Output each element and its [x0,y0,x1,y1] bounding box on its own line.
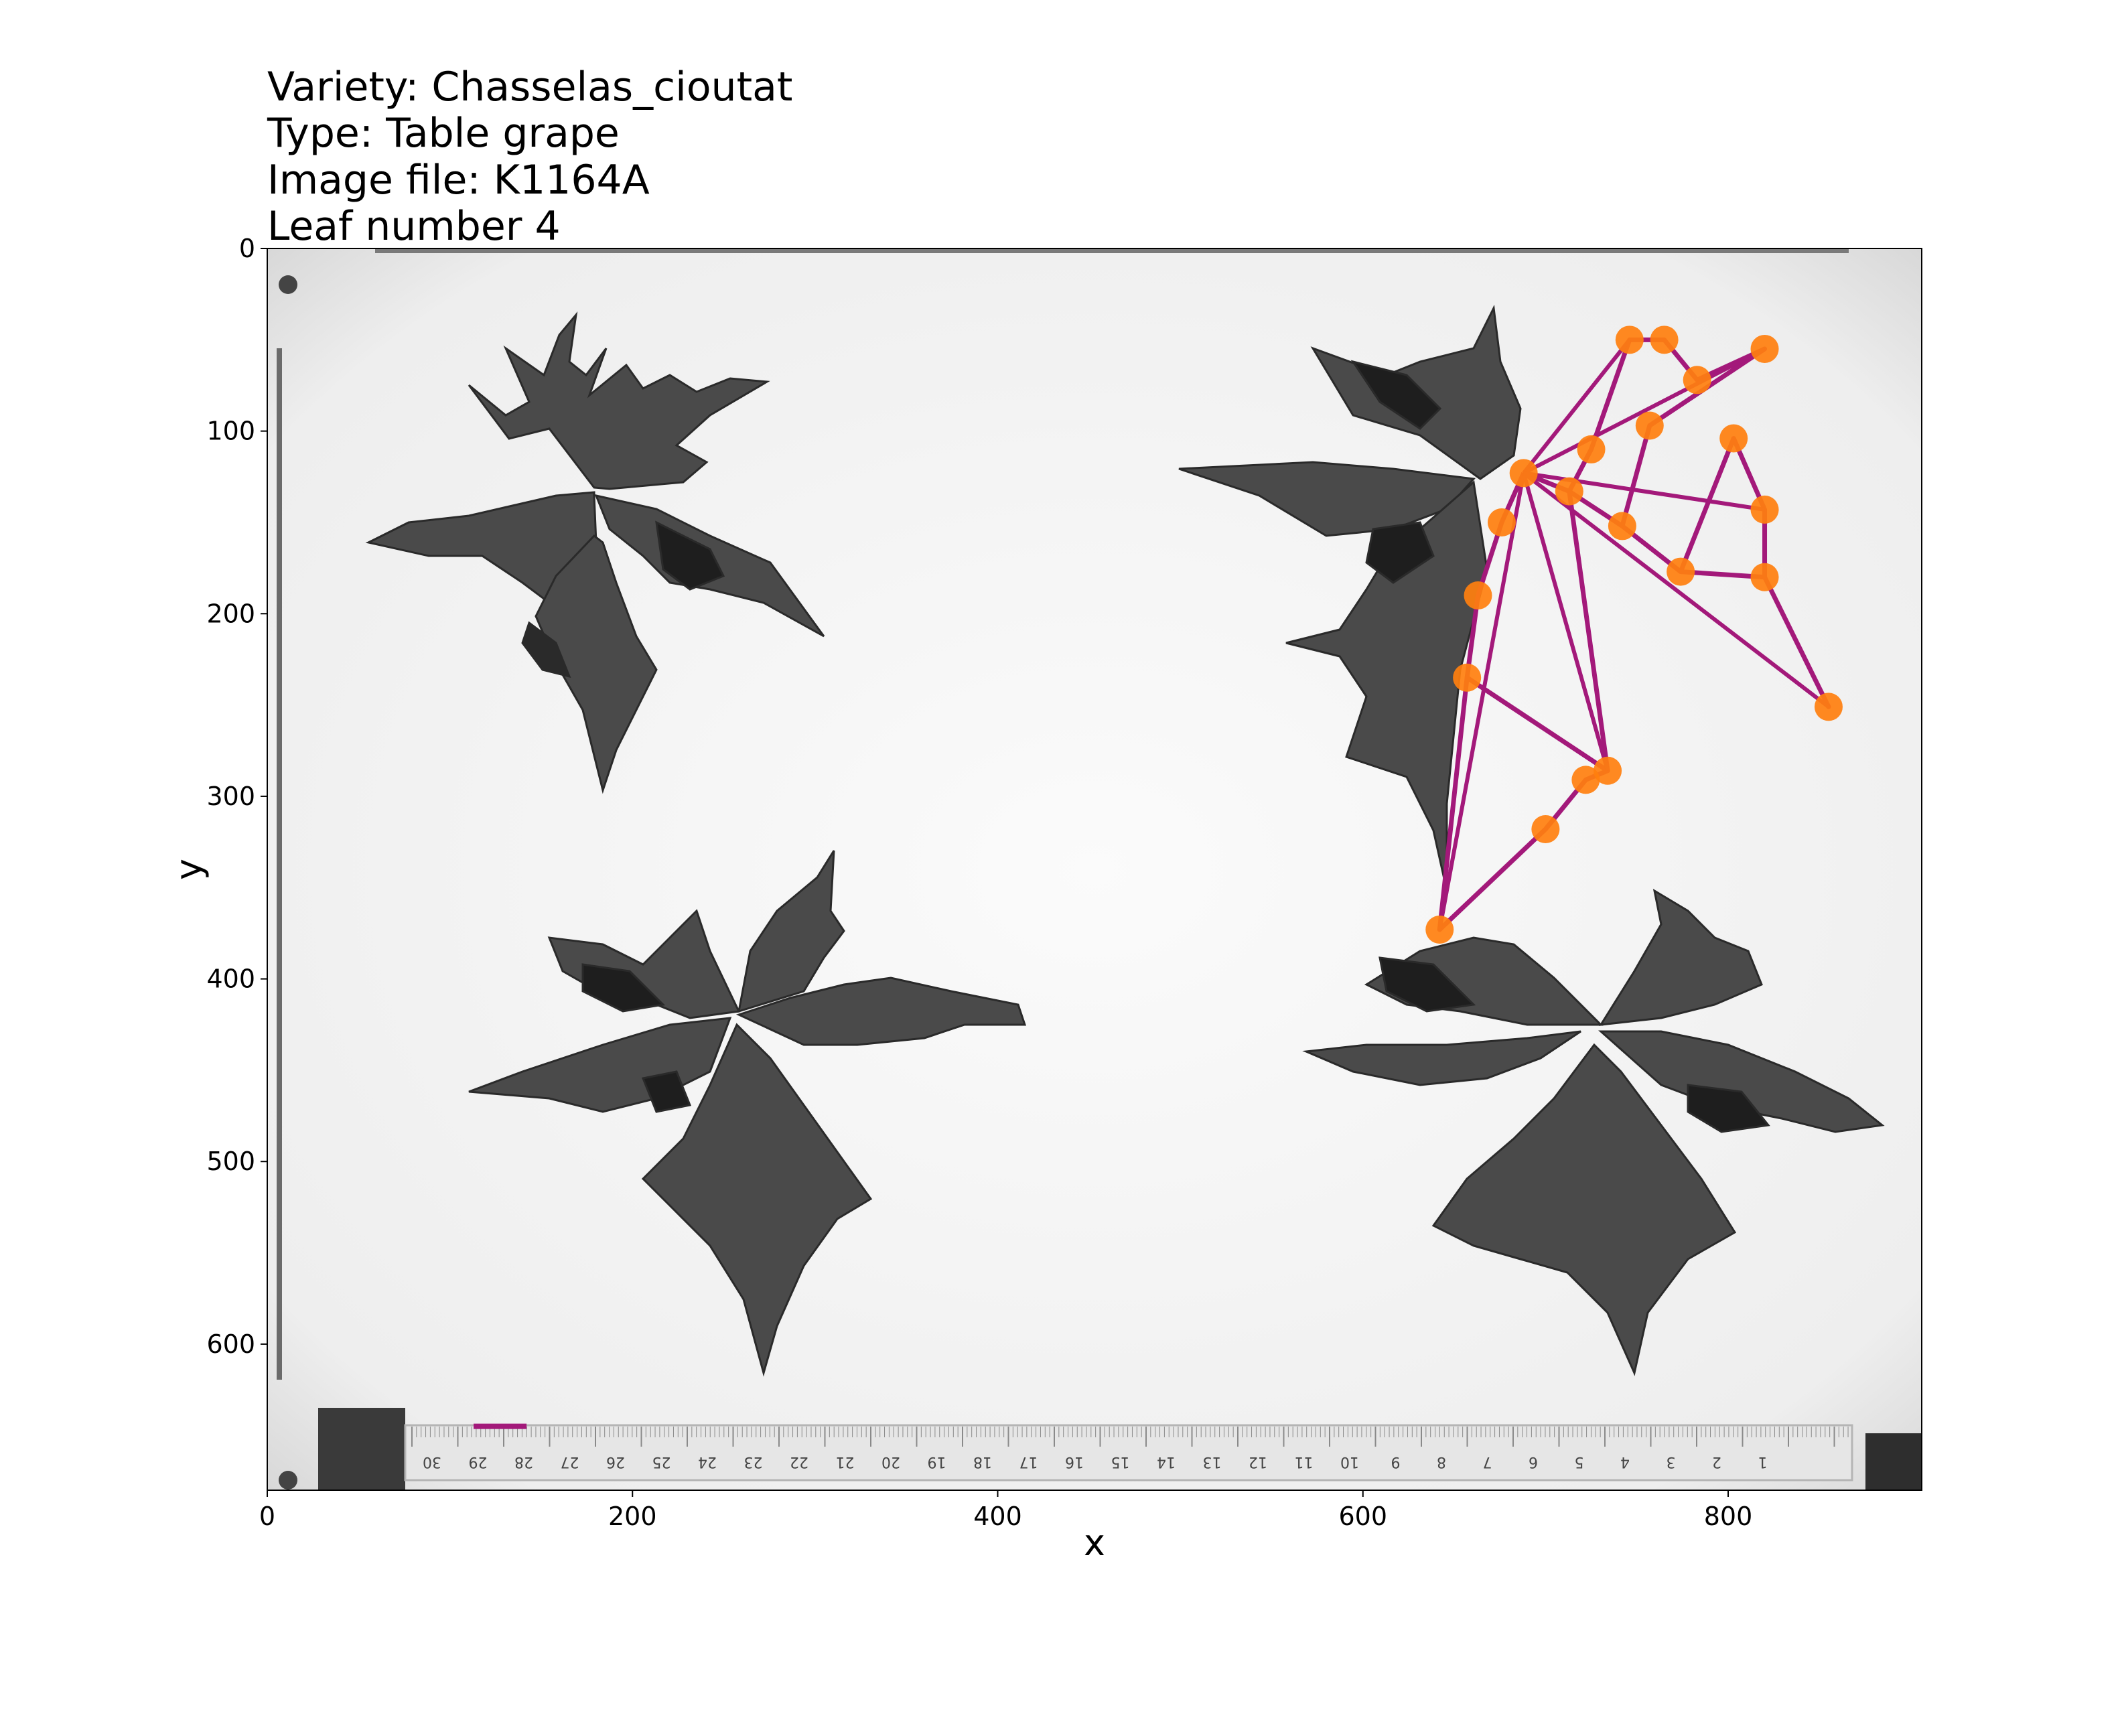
ruler-number: 6 [1529,1453,1538,1470]
landmark-point [1615,326,1644,354]
plot-frame [267,248,1922,1491]
leaf-top-right [1178,304,1522,891]
landmark-point [1635,411,1664,440]
ruler-number: 7 [1483,1453,1492,1470]
landmark-point [1814,693,1843,721]
landmark-point [1509,459,1538,488]
x-tick-label: 400 [973,1502,1022,1531]
ruler-number: 24 [698,1453,717,1470]
leaf-bottom-right [1302,888,1885,1376]
landmark-point [1750,495,1779,524]
y-tick-label: 600 [206,1329,255,1359]
ruler-number: 28 [514,1453,533,1470]
ruler-number: 9 [1391,1453,1401,1470]
ruler-number: 20 [881,1453,900,1470]
landmark-point [1531,815,1560,844]
ruler-number: 4 [1620,1453,1630,1470]
landmark-point [1555,477,1583,506]
ruler-number: 26 [606,1453,625,1470]
y-tick-label: 500 [206,1147,255,1176]
x-tick-label: 0 [259,1502,275,1531]
ruler-number: 5 [1575,1453,1584,1470]
y-axis-label: y [167,859,210,880]
leaf-bottom-left [468,850,1027,1377]
ruler-number: 1 [1758,1453,1768,1470]
ruler-number: 18 [973,1453,992,1470]
title-line-leaf-number: Leaf number 4 [267,203,561,250]
landmark-point [1750,334,1779,363]
ruler-number: 12 [1249,1453,1267,1470]
y-axis-ticks: 0 100 200 300 400 500 600 [206,234,267,1359]
landmark-point [1453,663,1482,692]
ruler-number: 19 [928,1453,946,1470]
ruler-number: 14 [1157,1453,1176,1470]
title-line-variety: Variety: Chasselas_cioutat [267,64,792,111]
vein-line [1522,471,1830,709]
landmark-point [1571,766,1600,794]
scan-corner-pin-top [279,275,297,294]
ruler-number: 27 [561,1453,579,1470]
ruler-number: 23 [744,1453,763,1470]
title-line-type: Type: Table grape [267,110,620,157]
ruler-number: 22 [790,1453,808,1470]
ruler-ticks [411,1427,1849,1447]
vein-line [1523,347,1766,476]
landmark-overlay [474,326,1843,1429]
landmark-point [1464,581,1492,610]
ruler-numbers: 30 29 28 27 26 25 24 23 22 21 20 19 18 17 16 15 14 13 12 11… [423,1453,1768,1470]
scan-corner-pin-bottom [279,1471,297,1490]
scan-image: 30 29 28 27 26 25 24 23 22 21 20 19 18 17 16 15 14 13 12 11… [267,248,1922,1490]
landmark-point [1425,915,1454,944]
ruler-number: 13 [1203,1453,1222,1470]
landmark-point [1487,508,1516,536]
ruler-number: 3 [1667,1453,1676,1470]
x-tick-label: 200 [608,1502,657,1531]
x-tick-label: 800 [1704,1502,1753,1531]
vein-line [1437,472,1526,930]
ruler-number: 25 [652,1453,671,1470]
ruler-number: 30 [423,1453,441,1470]
landmark-point [1683,366,1711,394]
ruler-number: 15 [1111,1453,1130,1470]
y-tick-label: 400 [206,964,255,994]
ruler-number: 16 [1065,1453,1084,1470]
y-tick-label: 300 [206,782,255,811]
vein-line [1521,472,1610,772]
ruler-number: 8 [1437,1453,1446,1470]
x-axis-ticks: 0 200 400 600 800 [259,1490,1752,1531]
ruler: 30 29 28 27 26 25 24 23 22 21 20 19 18 17 16 15 14 13 12 11… [404,1424,1853,1481]
figure-title: Variety: Chasselas_cioutat Type: Table g… [267,64,792,250]
landmark-point [1650,326,1679,354]
scan-top-edge-strip [375,248,1849,253]
landmark-points [1425,326,1843,944]
ruler-number: 29 [469,1453,488,1470]
x-tick-label: 600 [1338,1502,1387,1531]
vein-line [1522,338,1632,475]
y-tick-label: 200 [206,599,255,628]
title-line-image-file: Image file: K1164A [267,157,650,204]
landmark-point [1577,435,1606,463]
landmark-point [1667,557,1695,586]
ruler-number: 21 [836,1453,855,1470]
landmark-point [1608,512,1636,540]
ruler-body [404,1424,1853,1481]
scan-left-edge-strip [277,348,282,1380]
ruler-number: 17 [1019,1453,1038,1470]
y-tick-label: 100 [206,417,255,446]
landmark-point [1594,756,1622,785]
scan-dark-corner-block [1865,1433,1922,1490]
landmark-point [1719,424,1748,453]
y-tick-label: 0 [239,234,255,263]
ruler-number: 11 [1295,1453,1314,1470]
leaf-top-left [365,311,825,794]
ruler-number: 10 [1340,1453,1359,1470]
ruler-number: 2 [1712,1453,1721,1470]
landmark-point [1750,563,1779,591]
x-axis-label: x [1084,1522,1105,1564]
scan-dark-tag [318,1408,405,1490]
